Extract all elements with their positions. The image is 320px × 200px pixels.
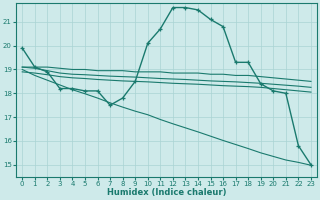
X-axis label: Humidex (Indice chaleur): Humidex (Indice chaleur) [107,188,226,197]
